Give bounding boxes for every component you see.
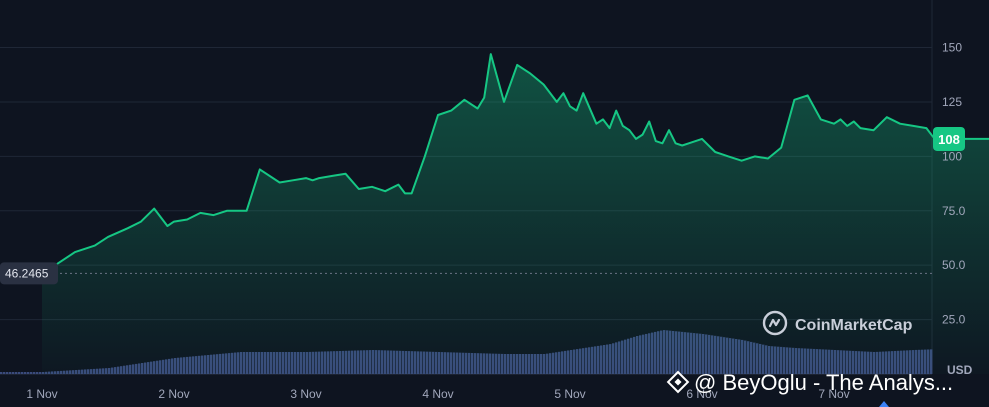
coinmarketcap-logo-icon	[762, 310, 788, 336]
volume-bar	[15, 372, 18, 374]
volume-bar	[6, 372, 9, 374]
x-tick-label: 6 Nov	[686, 387, 717, 401]
x-tick-label: 2 Nov	[158, 387, 189, 401]
current-price-badge	[933, 126, 965, 151]
start-value-badge	[0, 262, 58, 285]
x-tick-label: 4 Nov	[422, 387, 453, 401]
y-tick-label: 150	[942, 41, 962, 55]
start-value-label: 46.2465	[5, 266, 49, 280]
volume-bar	[12, 372, 15, 374]
volume-bar	[21, 372, 24, 374]
x-tick-label: 7 Nov	[818, 387, 849, 401]
watermark-text: CoinMarketCap	[795, 317, 913, 334]
y-tick-label: 75.0	[942, 204, 966, 218]
current-price-label: 108	[938, 132, 960, 147]
y-tick-label: 25.0	[942, 313, 966, 327]
y-tick-label: 50.0	[942, 258, 966, 272]
price-area-fill	[42, 54, 989, 374]
x-tick-label: 1 Nov	[26, 387, 57, 401]
reference-layer: 46.2465 108	[0, 126, 965, 285]
volume-bar	[3, 372, 6, 374]
caret-up-icon	[879, 401, 889, 407]
price-area-layer	[41, 53, 989, 374]
price-line[interactable]	[41, 53, 989, 275]
volume-bar	[24, 372, 27, 374]
x-tick-label: 3 Nov	[290, 387, 321, 401]
volume-bar	[27, 372, 30, 374]
volume-bar	[36, 372, 39, 374]
volume-bar	[30, 372, 33, 374]
diamond-logo-icon	[666, 370, 690, 394]
x-tick-label: 5 Nov	[554, 387, 585, 401]
volume-bar	[9, 372, 12, 374]
y-unit-label: USD	[947, 363, 973, 377]
volume-bar	[18, 372, 21, 374]
overlay-caption: @ BeyOglu - The Analys...	[694, 370, 953, 395]
y-tick-label: 100	[942, 149, 962, 163]
volume-bar	[39, 372, 42, 374]
volume-bar	[0, 372, 3, 374]
y-axis: 150 125 100 75.0 50.0 25.0 USD	[942, 41, 973, 377]
x-axis: 1 Nov 2 Nov 3 Nov 4 Nov 5 Nov 6 Nov 7 Nov	[26, 387, 849, 401]
y-tick-label: 125	[942, 95, 962, 109]
volume-bar	[33, 372, 36, 374]
